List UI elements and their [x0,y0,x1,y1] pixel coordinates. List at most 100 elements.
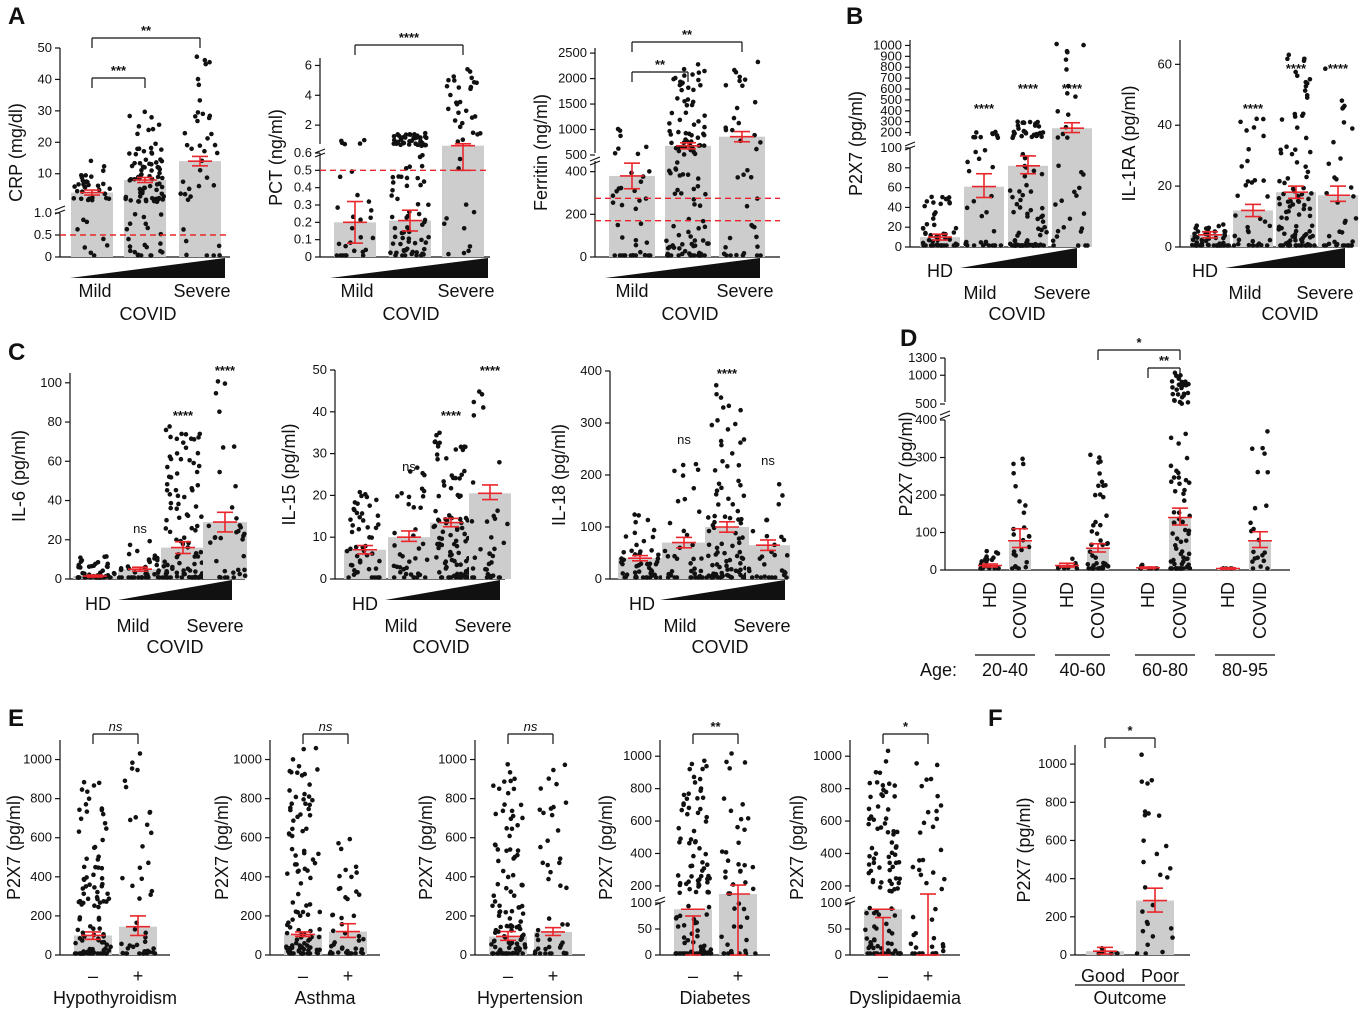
covid-group-label: COVID [691,637,748,657]
data-point [667,121,672,126]
data-point [91,845,97,851]
data-point [418,139,424,144]
data-point [867,816,872,822]
data-point [754,574,760,579]
data-point [153,141,158,147]
data-point [170,566,175,572]
y-axis-title: CRP (mg/dl) [6,103,26,202]
data-point [446,251,451,257]
y-tick-label: 1300 [908,350,937,365]
data-point [866,862,872,867]
data-point [930,824,936,830]
data-point [1020,243,1026,248]
data-point [704,951,710,956]
data-point [546,916,552,921]
data-point [491,783,496,789]
data-point [436,545,441,551]
data-point [504,951,510,956]
data-point [488,535,494,540]
data-point [1222,232,1227,237]
data-point [637,198,642,203]
data-point [158,231,164,237]
data-point [1023,564,1029,570]
data-point [492,516,498,522]
data-point [1015,119,1020,125]
data-point [973,130,979,135]
data-point [86,796,92,801]
significance-label: **** [399,30,420,45]
data-point [1144,919,1150,925]
data-point [1284,144,1289,150]
data-point [502,802,507,807]
data-point [489,942,494,947]
data-point [681,801,686,806]
data-point [515,848,521,853]
data-point [1340,105,1346,110]
data-point [308,875,313,881]
data-point [917,858,922,863]
data-point [633,574,639,579]
data-point [315,767,320,772]
data-point [515,822,520,828]
data-point [1031,168,1037,174]
y-tick-label: 0 [55,571,62,586]
data-point [139,172,144,177]
data-point [444,456,449,461]
data-point [940,243,945,248]
data-point [1011,549,1017,554]
data-point [978,134,984,140]
data-point [1154,851,1160,857]
data-point [766,575,772,580]
y-tick-label: 20 [313,487,327,502]
data-point [993,129,998,135]
data-point [133,815,139,820]
data-point [242,573,248,579]
data-point [132,927,138,932]
data-point [634,563,639,569]
data-point [394,494,400,499]
data-point [1097,471,1102,476]
data-point [130,944,136,950]
data-point [214,150,220,156]
covid-group-label: COVID [412,637,469,657]
data-point [130,575,135,580]
data-point [177,560,182,566]
data-point [736,540,742,546]
data-point [91,926,96,932]
data-point [88,250,94,256]
data-point [376,522,381,527]
data-point [306,794,312,799]
data-point [928,243,934,248]
data-point [697,776,703,782]
data-point [1145,781,1150,786]
data-point [910,864,916,870]
data-point [404,215,409,221]
data-point [1101,560,1106,566]
data-point [934,808,939,814]
data-point [1294,160,1300,165]
y-tick-label: 20 [1158,178,1172,193]
data-point [644,240,650,245]
data-point [195,482,201,488]
y-tick-label: 200 [1045,909,1067,924]
data-point [869,845,875,851]
data-point [95,560,101,565]
data-point [632,530,638,536]
data-point [154,187,159,193]
data-point [188,194,193,199]
data-point [407,469,413,474]
data-point [135,252,141,258]
data-point [498,924,503,930]
data-point [505,790,511,796]
x-category-label: + [343,966,354,986]
data-point [1334,241,1340,247]
data-point [75,575,81,580]
data-point [78,816,84,822]
data-point [896,951,902,956]
data-point [160,197,166,202]
data-point [722,514,728,520]
data-point [316,934,322,940]
data-point [139,876,145,882]
data-point [183,445,189,451]
data-point [174,554,180,560]
